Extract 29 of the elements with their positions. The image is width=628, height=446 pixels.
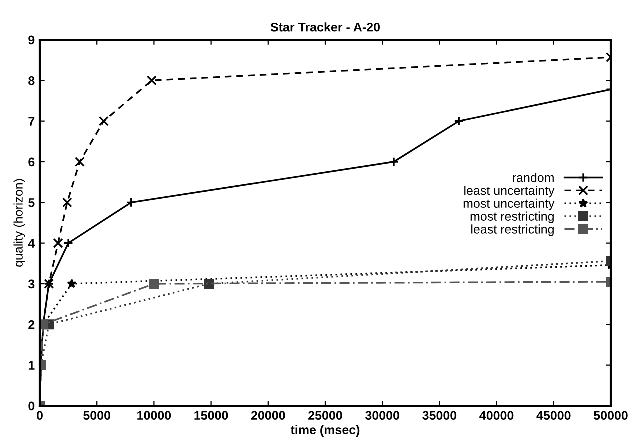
y-tick-label: 6 [28, 158, 35, 167]
y-tick-label: 5 [28, 198, 35, 208]
y-tick-label: 7 [28, 117, 35, 126]
x-tick-label: 10000 [138, 411, 172, 420]
y-tick-label: 3 [28, 280, 35, 289]
legend-label: most uncertainty [464, 198, 555, 211]
x-tick-label: 50000 [594, 411, 628, 420]
y-tick-label: 8 [28, 76, 35, 86]
legend-label: random [513, 173, 554, 182]
y-tick-label: 1 [28, 361, 35, 370]
x-tick-label: 35000 [422, 411, 457, 420]
x-tick-label: 45000 [536, 411, 571, 420]
legend-label: least uncertainty [464, 186, 555, 198]
x-axis-title: time (msec) [290, 425, 360, 437]
y-tick-label: 4 [28, 239, 36, 248]
x-tick-label: 15000 [194, 411, 228, 420]
x-tick-label: 20000 [251, 411, 286, 420]
x-tick-label: 25000 [308, 411, 342, 420]
legend-label: most restricting [470, 212, 554, 224]
x-tick-label: 0 [37, 411, 43, 420]
x-tick-label: 40000 [480, 411, 514, 420]
chart-title: Star Tracker - A-20 [270, 22, 380, 32]
y-tick-label: 0 [28, 402, 35, 411]
x-tick-label: 30000 [366, 411, 400, 420]
legend-label: least restricting [472, 224, 554, 236]
y-tick-label: 9 [28, 36, 35, 45]
y-tick-label: 2 [28, 320, 35, 330]
x-tick-label: 5000 [84, 411, 110, 420]
y-axis-title: quality (horizon) [14, 179, 26, 267]
